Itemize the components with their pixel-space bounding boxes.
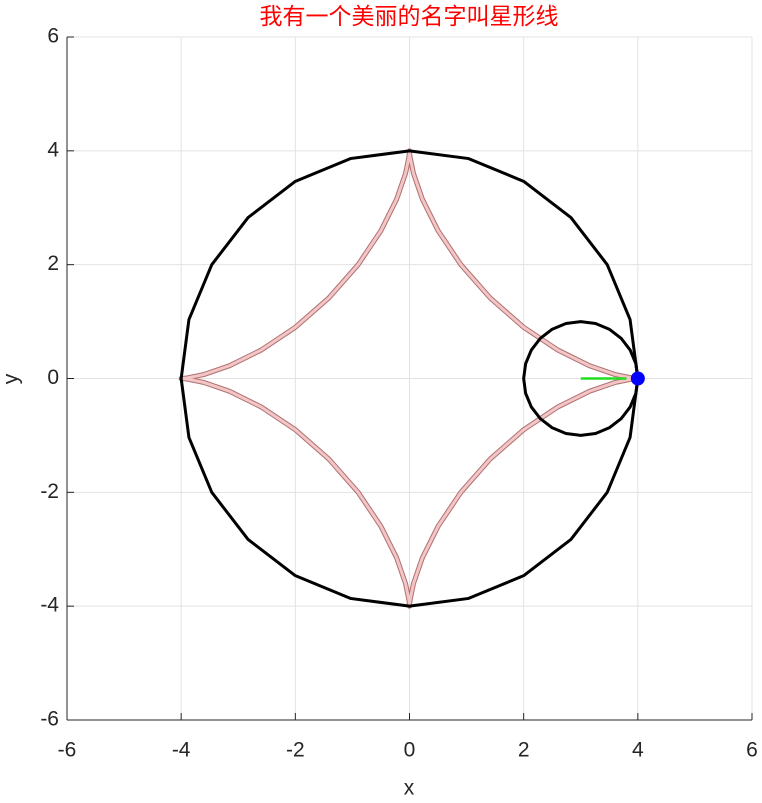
x-tick-label: -4 (172, 739, 191, 762)
x-tick-label: 0 (404, 739, 416, 762)
x-tick-label: -6 (58, 739, 77, 762)
y-tick-label: -4 (40, 594, 59, 617)
y-tick-label: -6 (40, 708, 59, 731)
x-tick-label: 2 (518, 739, 530, 762)
y-tick-label: 0 (47, 366, 59, 389)
curve (179, 149, 640, 608)
chart-title: 我有一个美丽的名字叫星形线 (260, 4, 559, 30)
y-tick-label: 2 (47, 252, 59, 275)
point (630, 371, 645, 386)
x-axis-label: x (404, 777, 415, 800)
x-tick-label: 6 (746, 739, 758, 762)
y-tick-label: -2 (40, 480, 59, 503)
y-axis-label: y (0, 373, 23, 384)
curve (522, 320, 640, 437)
y-tick-label: 4 (47, 138, 59, 161)
x-tick-label: -2 (286, 739, 305, 762)
y-tick-label: 6 (47, 25, 59, 48)
x-tick-label: 4 (632, 739, 644, 762)
